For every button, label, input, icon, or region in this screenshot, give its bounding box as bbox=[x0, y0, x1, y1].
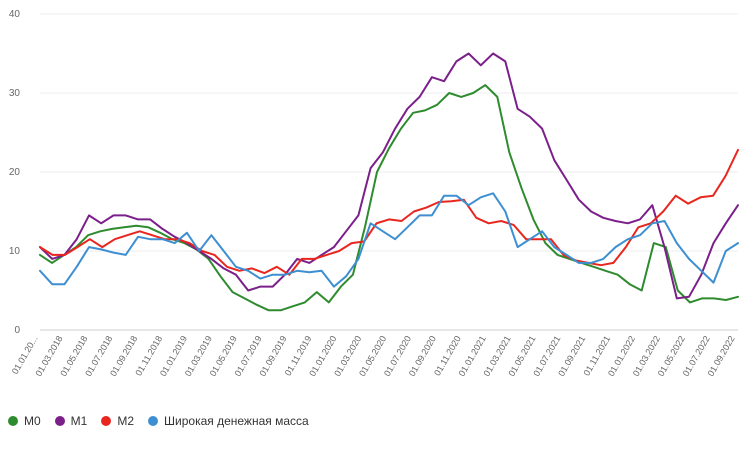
legend-label-m0: M0 bbox=[24, 414, 41, 428]
y-axis: 0 10 20 30 40 bbox=[9, 9, 21, 336]
y-tick-label: 30 bbox=[9, 88, 21, 99]
legend-item-m0[interactable]: M0 bbox=[8, 414, 41, 428]
legend-label-m1: M1 bbox=[70, 414, 88, 428]
legend-marker-m2 bbox=[101, 416, 112, 426]
y-tick-label: 10 bbox=[9, 246, 21, 257]
legend-item-m1[interactable]: M1 bbox=[54, 414, 88, 428]
gridlines bbox=[40, 13, 738, 331]
y-tick-label: 0 bbox=[14, 325, 20, 336]
line-chart: 0 10 20 30 40 01.01.20...01.03.201801.05.201… bbox=[9, 9, 739, 378]
series-line-3 bbox=[39, 192, 739, 288]
y-tick-label: 40 bbox=[9, 9, 21, 20]
x-axis: 01.01.20...01.03.201801.05.201801.07.201… bbox=[10, 334, 737, 378]
legend-label-m2: M2 bbox=[117, 414, 135, 428]
series-line-0 bbox=[39, 84, 739, 312]
legend-item-m2[interactable]: M2 bbox=[101, 414, 134, 428]
legend-marker-m1 bbox=[54, 416, 65, 426]
legend-label-broad-money: Широкая денежная масса bbox=[164, 414, 309, 428]
y-tick-label: 20 bbox=[9, 167, 21, 178]
legend-item-broad-money[interactable]: Широкая денежная масса bbox=[148, 414, 309, 428]
series-line-1 bbox=[39, 52, 739, 300]
series-lines bbox=[39, 52, 739, 312]
legend: M0 M1 M2 Широкая денежная масса bbox=[8, 414, 309, 428]
series-line-2 bbox=[39, 148, 739, 276]
legend-marker-m0 bbox=[8, 416, 18, 426]
legend-marker-broad-money bbox=[148, 416, 159, 426]
